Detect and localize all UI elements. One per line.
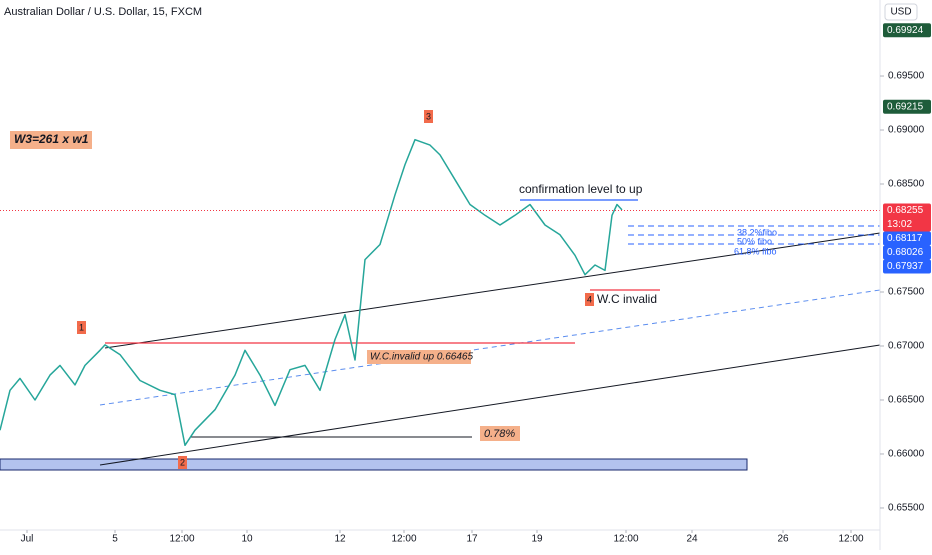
wave-label: 2 xyxy=(180,457,185,467)
currency-box xyxy=(884,3,918,21)
countdown: 13:02 xyxy=(887,219,912,230)
x-tick-label: 19 xyxy=(531,534,543,545)
wave-label: 3 xyxy=(426,111,431,121)
annotations: Australian Dollar / U.S. Dollar, 15, FXC… xyxy=(4,6,777,469)
y-tick-label: 0.66000 xyxy=(888,449,925,460)
fibo-text: 61.8% fibo xyxy=(734,246,777,256)
y-tick-label: 0.67000 xyxy=(888,341,925,352)
wc-invalid-up-text: W.C.invalid up 0.66465 xyxy=(370,352,473,363)
upper-trend-line xyxy=(104,232,881,349)
price-badge-label: 0.68255 xyxy=(887,205,924,216)
label-box xyxy=(10,131,92,149)
wave-label: 4 xyxy=(587,294,592,304)
wave-box xyxy=(178,456,187,469)
fibo-text: 38.2%fibo xyxy=(737,227,777,237)
price-badge xyxy=(883,245,931,260)
x-tick-label: 12:00 xyxy=(169,534,194,545)
wave-box xyxy=(77,321,86,334)
drawings xyxy=(0,199,881,471)
series xyxy=(0,138,880,447)
x-tick-label: Jul xyxy=(21,534,34,545)
wc-invalid-text: W.C invalid xyxy=(597,292,657,306)
price-badge xyxy=(883,231,931,246)
x-tick-label: 17 xyxy=(466,534,478,545)
chart-title: Australian Dollar / U.S. Dollar, 15, FXC… xyxy=(4,6,202,18)
wave-ratio: W3=261 x w1 xyxy=(14,132,89,146)
currency: USD xyxy=(890,7,911,18)
mid-trend-line xyxy=(99,289,881,406)
label-box xyxy=(480,426,520,441)
x-tick-label: 12:00 xyxy=(838,534,863,545)
price-badge-label: 0.68026 xyxy=(887,247,924,258)
support-zone xyxy=(0,458,748,471)
label-box xyxy=(367,350,471,364)
percent-text: 0.78% xyxy=(484,428,515,440)
x-tick-label: 12:00 xyxy=(613,534,638,545)
price-badge-label: 0.67937 xyxy=(887,261,924,272)
price-badge xyxy=(883,23,931,38)
y-tick-label: 0.66500 xyxy=(888,395,925,406)
x-tick-label: 24 xyxy=(686,534,698,545)
confirmation-text: confirmation level to up xyxy=(519,182,643,196)
price-line xyxy=(0,138,623,447)
wave-box xyxy=(424,110,433,123)
price-axis-bg xyxy=(880,0,932,550)
y-tick-label: 0.68500 xyxy=(888,179,925,190)
price-badge xyxy=(883,99,931,114)
y-tick-label: 0.69500 xyxy=(888,71,925,82)
wave-box xyxy=(585,293,594,306)
y-tick-label: 0.67500 xyxy=(888,287,925,298)
lower-trend-line xyxy=(99,344,881,466)
y-tick-label: 0.69000 xyxy=(888,125,925,136)
price-badge xyxy=(883,203,931,232)
x-tick-label: 12 xyxy=(334,534,346,545)
price-badge-label: 0.69215 xyxy=(887,101,924,112)
fibo-text: 50% fibo xyxy=(737,236,772,246)
x-tick-label: 10 xyxy=(241,534,253,545)
price-badge-label: 0.69924 xyxy=(887,25,924,36)
price-badge xyxy=(883,259,931,274)
x-tick-label: 12:00 xyxy=(391,534,416,545)
y-tick-label: 0.65500 xyxy=(888,503,925,514)
x-tick-label: 26 xyxy=(777,534,789,545)
price-badge-label: 0.68117 xyxy=(887,233,923,244)
wave-label: 1 xyxy=(79,322,84,332)
x-tick-label: 5 xyxy=(112,534,118,545)
